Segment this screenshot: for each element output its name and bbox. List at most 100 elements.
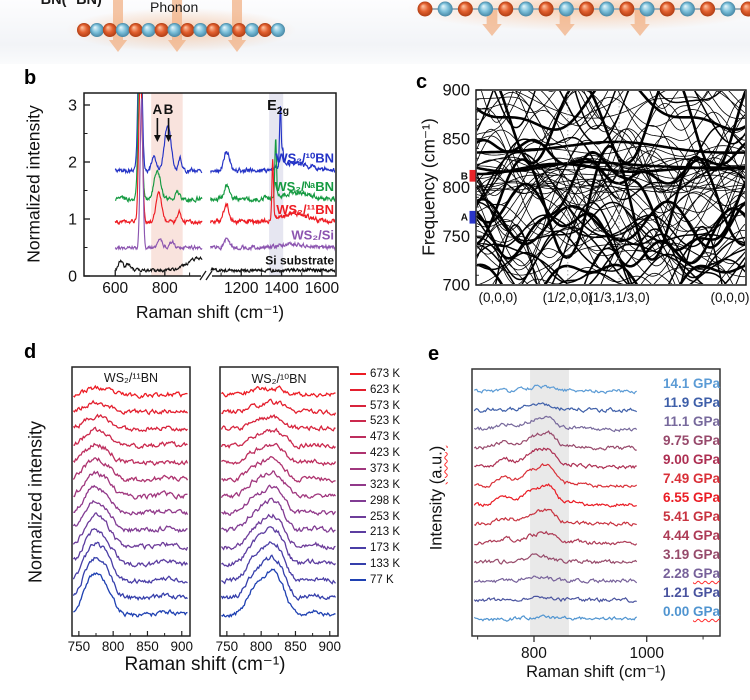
nitrogen-atom [89, 23, 104, 37]
panel-e-plot: 800 1000 [471, 368, 721, 662]
kpath-label: (0,0,0) [478, 290, 517, 305]
nitrogen-atom [193, 23, 208, 37]
boron-atom [498, 1, 514, 17]
legend-item: 77 K [350, 572, 400, 588]
peak-arrow-label-A: A [153, 102, 163, 117]
pressure-spectrum [473, 384, 637, 395]
legend-label: 423 K [370, 447, 401, 460]
temperature-spectrum [73, 541, 188, 585]
panel-b-ylabel: Normalized intensity [23, 105, 44, 263]
phonon-band-line [477, 138, 745, 185]
legend-label: 673 K [370, 367, 401, 380]
panel-b-plot: WS₂/¹⁰BN WS₂/ᴺᵃBN WS₂/¹¹BN WS₂/Si Si substra… [68, 92, 340, 297]
legend-item: 573 K [350, 398, 400, 414]
legend-label: 213 K [370, 526, 401, 539]
spectrum-curve [114, 98, 203, 252]
legend-label: 573 K [370, 399, 401, 412]
boron-atom [154, 23, 169, 37]
pressure-spectrum [473, 430, 637, 451]
panel-e-ylabel-main: Intensity [427, 484, 446, 551]
nitrogen-atom [518, 1, 534, 17]
pressure-spectrum [474, 447, 637, 470]
mode-marker-label-B: B [461, 171, 468, 182]
spectrum-curve [114, 93, 203, 204]
legend-label: 373 K [370, 462, 401, 475]
phonon-band-line [477, 242, 745, 284]
spectrum-curve [114, 93, 203, 226]
peak-arrow-head-icon [165, 135, 172, 142]
temperature-spectrum [221, 413, 336, 432]
panel-d-ylabel: Normalized intensity [25, 420, 46, 584]
legend-line-swatch [350, 372, 366, 375]
y-tick-label: 3 [68, 98, 77, 115]
legend-line-swatch [350, 578, 366, 581]
boron-atom [206, 23, 221, 37]
pressure-spectrum [473, 553, 638, 565]
temperature-spectrum [73, 413, 188, 433]
x-tick-label: 900 [170, 639, 193, 654]
legend-label: 623 K [370, 383, 401, 396]
boron-atom [180, 23, 195, 37]
phonon-band-line [477, 91, 745, 145]
peak-arrow-head-icon [153, 135, 161, 142]
legend-item: 173 K [350, 540, 400, 556]
temperature-spectrum [73, 470, 188, 500]
temperature-spectrum [221, 470, 337, 499]
pressure-spectrum [473, 483, 637, 508]
isotope-corner-label: ¹⁰BN(¹¹BN) [30, 0, 102, 8]
pressure-spectrum [473, 575, 638, 584]
phonon-band-line [477, 107, 745, 200]
temperature-spectrum [73, 512, 189, 551]
kpath-label: (1/2,0,0) [543, 290, 593, 305]
curves-group [73, 384, 189, 618]
nitrogen-atom [245, 23, 260, 37]
panel-d-left-plot: 750 800 850 900 [68, 366, 193, 654]
legend-label: 523 K [370, 415, 401, 428]
legend-line-swatch [350, 547, 366, 550]
nitrogen-atom [141, 23, 156, 37]
phonon-glow [407, 0, 750, 31]
legend-line-swatch [350, 436, 366, 439]
phonon-band-line [477, 184, 745, 193]
panel-d-left-title: WS₂/¹¹BN [103, 371, 159, 385]
series-label: WS₂/ᴺᵃBN [274, 179, 334, 194]
y-tick-label: 1 [68, 212, 77, 229]
x-tick-label: 850 [136, 639, 159, 654]
temperature-spectrum [221, 427, 336, 450]
curves-group [221, 385, 337, 619]
phonon-band-line [477, 178, 745, 191]
temperature-spectrum [221, 541, 336, 585]
phonon-band-line [477, 197, 745, 249]
shaded-band [530, 369, 569, 636]
nitrogen-atom [271, 23, 285, 37]
panel-letter-d: d [24, 341, 37, 363]
y-tick-label: 750 [442, 228, 470, 246]
phonon-band-line [477, 243, 745, 284]
temperature-spectrum [73, 442, 189, 466]
series-label: WS₂/Si [291, 228, 334, 243]
legend-line-swatch [350, 388, 366, 391]
legend-item: 133 K [350, 556, 400, 572]
phonon-band-line [477, 223, 745, 284]
legend-item: 473 K [350, 429, 400, 445]
phonon-band-line [477, 174, 745, 188]
pressure-spectrum [473, 614, 638, 622]
legend-item: 423 K [350, 445, 400, 461]
phonon-band-line [558, 233, 727, 284]
panel-e-ylabel-unit: (a.u.) [427, 445, 446, 485]
phonon-band-line [477, 168, 745, 179]
legend-item: 623 K [350, 382, 400, 398]
panel-d-xlabel: Raman shift (cm⁻¹) [124, 654, 286, 675]
mode-marker-label-A: A [461, 213, 468, 224]
panel-letter-e: e [428, 343, 440, 365]
spectrum-curve [114, 255, 203, 274]
phonon-band-line [527, 91, 745, 126]
temperature-spectrum [73, 457, 189, 483]
temperature-spectrum [221, 554, 336, 601]
series-label: WS₂/¹⁰BN [275, 151, 334, 166]
curves-group [114, 93, 335, 274]
temperature-spectrum [73, 399, 189, 416]
boron-atom [102, 23, 117, 37]
temperature-spectrum [221, 455, 336, 484]
nitrogen-atom [558, 1, 574, 17]
